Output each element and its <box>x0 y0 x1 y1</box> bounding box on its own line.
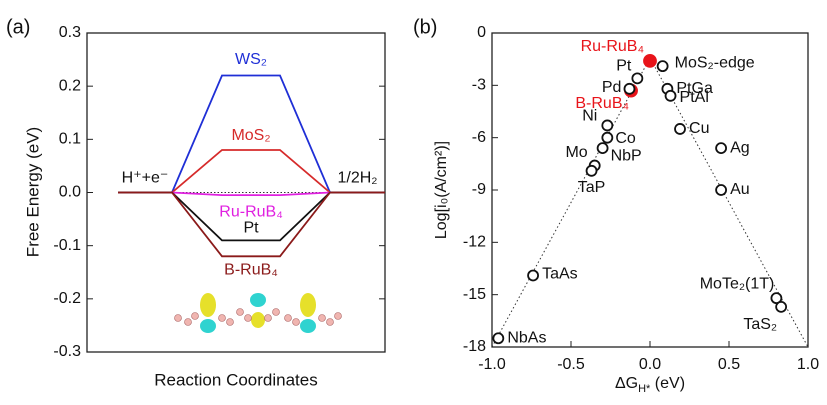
series-label: Ru-RuB₄ <box>219 203 282 220</box>
x-label-part: (eV) <box>650 375 685 392</box>
data-point <box>658 61 668 71</box>
point-label: Co <box>615 130 636 147</box>
y-tick-label: 0 <box>477 24 486 41</box>
structure-inset <box>175 293 342 333</box>
x-tick-label: -1.0 <box>478 356 506 373</box>
x-tick-label: 1.0 <box>797 356 819 373</box>
y-tick-label: 0.1 <box>59 131 81 148</box>
x-tick-label: -0.5 <box>557 356 585 373</box>
x-category-label: 1/2H₂ <box>337 170 377 187</box>
data-point <box>632 73 642 83</box>
data-point <box>602 133 612 143</box>
point-label: Pd <box>602 79 622 96</box>
y-tick-label: -15 <box>463 286 486 303</box>
panel-label: (b) <box>413 16 437 38</box>
panel-label: (a) <box>6 16 30 38</box>
x-tick-label: 0.0 <box>639 356 661 373</box>
point-label: MoTe₂(1T) <box>700 275 775 292</box>
data-point <box>528 270 538 280</box>
data-point <box>624 84 634 94</box>
x-axis-label: ΔGH* (eV) <box>615 375 685 395</box>
point-label: TaS₂ <box>743 316 777 333</box>
x-axis-label: Reaction Coordinates <box>154 370 317 389</box>
point-label: TaAs <box>542 266 578 283</box>
y-tick-label: -0.2 <box>53 290 81 307</box>
y-tick-label: -3 <box>472 77 486 94</box>
data-point <box>587 166 597 176</box>
data-point <box>675 124 685 134</box>
data-point <box>602 120 612 130</box>
series-label: Pt <box>243 220 259 237</box>
x-category-label: H⁺+e⁻ <box>122 170 169 187</box>
x-label-part: ΔG <box>615 375 638 392</box>
x-tick-label: 0.5 <box>718 356 740 373</box>
series-label: WS₂ <box>235 51 267 68</box>
data-point <box>776 302 786 312</box>
point-label: NbP <box>611 147 642 164</box>
point-label: Ag <box>730 139 750 156</box>
point-label: Ru-RuB₄ <box>581 38 644 55</box>
point-label: Cu <box>689 120 709 137</box>
series-label: B-RuB₄ <box>224 262 278 279</box>
data-point <box>644 55 656 67</box>
x-label-part: H* <box>638 383 651 395</box>
y-tick-label: -9 <box>472 181 486 198</box>
point-label: Au <box>730 181 750 198</box>
y-tick-label: 0.3 <box>59 24 81 41</box>
point-label: Pt <box>616 58 632 75</box>
y-tick-label: -0.1 <box>53 237 81 254</box>
y-tick-label: -6 <box>472 129 486 146</box>
plot-frame <box>492 33 808 347</box>
figure: (a) Reaction Coordinates Free Energy (eV… <box>0 0 827 405</box>
data-point <box>666 91 676 101</box>
point-label: Mo <box>565 144 587 161</box>
y-tick-label: -12 <box>463 234 486 251</box>
y-tick-label: -18 <box>463 338 486 355</box>
y-axis-label: Log[i₀(A/cm²)] <box>433 141 450 239</box>
data-point <box>493 333 503 343</box>
series-label: MoS₂ <box>231 127 270 144</box>
data-point <box>716 143 726 153</box>
y-tick-label: 0.2 <box>59 77 81 94</box>
y-axis-label: Free Energy (eV) <box>23 127 42 257</box>
y-tick-label: 0.0 <box>59 184 81 201</box>
data-point <box>716 185 726 195</box>
point-label: PtAl <box>680 89 709 106</box>
volcano-trend <box>492 58 808 347</box>
point-label: TaP <box>578 179 606 196</box>
point-label: NbAs <box>507 329 546 346</box>
point-label: Ni <box>582 108 597 125</box>
data-point <box>598 143 608 153</box>
y-tick-label: -0.3 <box>53 343 81 360</box>
point-label: MoS₂-edge <box>675 54 755 71</box>
